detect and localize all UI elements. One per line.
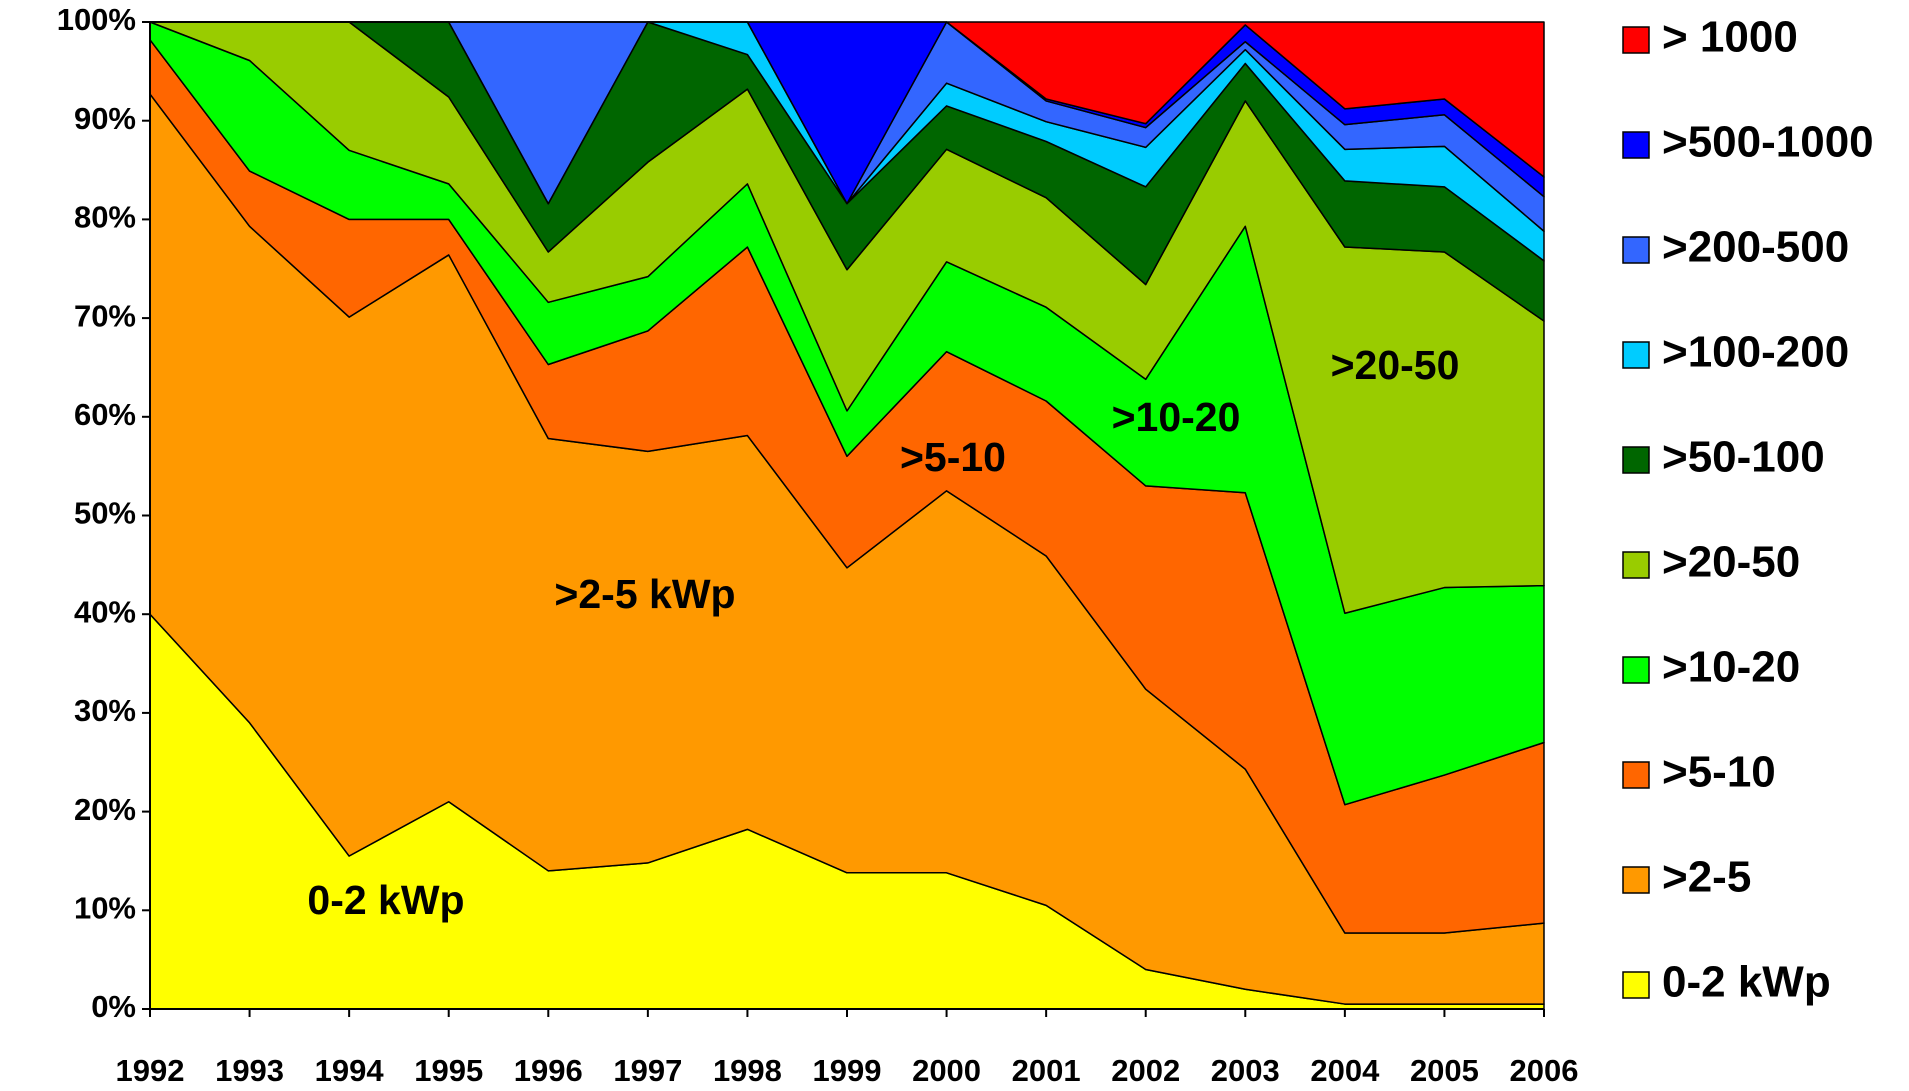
legend-swatch <box>1622 971 1650 999</box>
legend-label: >100-200 <box>1662 328 1849 377</box>
y-tick-label: 20% <box>74 792 136 827</box>
legend-label: 0-2 kWp <box>1662 958 1831 1007</box>
legend-swatch <box>1622 131 1650 159</box>
annotation: >10-20 <box>1112 394 1241 440</box>
x-tick-label: 2006 <box>1510 1053 1579 1088</box>
x-tick-label: 2005 <box>1410 1053 1479 1088</box>
x-tick-label: 2001 <box>1012 1053 1081 1088</box>
y-tick-label: 90% <box>74 101 136 136</box>
x-tick-label: 2002 <box>1111 1053 1180 1088</box>
y-tick-label: 50% <box>74 496 136 531</box>
x-tick-label: 1996 <box>514 1053 583 1088</box>
legend-label: > 1000 <box>1662 13 1798 62</box>
annotation: 0-2 kWp <box>307 877 464 923</box>
x-tick-label: 1993 <box>215 1053 284 1088</box>
x-tick-label: 1995 <box>414 1053 483 1088</box>
annotation: >20-50 <box>1331 342 1460 388</box>
annotation: >5-10 <box>900 434 1006 480</box>
legend-label: >2-5 <box>1662 853 1751 902</box>
y-tick-label: 100% <box>57 2 136 37</box>
x-tick-label: 2004 <box>1310 1053 1380 1088</box>
y-tick-label: 10% <box>74 890 136 925</box>
x-tick-label: 2003 <box>1211 1053 1280 1088</box>
legend-label: >500-1000 <box>1662 118 1874 167</box>
legend-label: >50-100 <box>1662 433 1825 482</box>
x-tick-label: 1999 <box>813 1053 882 1088</box>
legend-swatch <box>1622 866 1650 894</box>
area <box>149 21 1545 178</box>
y-tick-label: 60% <box>74 397 136 432</box>
legend-swatch <box>1622 446 1650 474</box>
legend-swatch <box>1622 341 1650 369</box>
legend-swatch <box>1622 26 1650 54</box>
legend-label: >200-500 <box>1662 223 1849 272</box>
y-tick-label: 80% <box>74 200 136 235</box>
y-tick-label: 40% <box>74 594 136 629</box>
legend-swatch <box>1622 236 1650 264</box>
y-tick-label: 70% <box>74 298 136 333</box>
x-tick-label: 1992 <box>116 1053 185 1088</box>
x-tick-label: 2000 <box>912 1053 981 1088</box>
legend-swatch <box>1622 761 1650 789</box>
legend-label: >10-20 <box>1662 643 1800 692</box>
legend-swatch <box>1622 656 1650 684</box>
x-tick-label: 1998 <box>713 1053 782 1088</box>
legend-label: >20-50 <box>1662 538 1800 587</box>
x-tick-label: 1997 <box>613 1053 682 1088</box>
y-tick-label: 0% <box>91 989 136 1024</box>
y-tick-label: 30% <box>74 693 136 728</box>
x-tick-label: 1994 <box>315 1053 385 1088</box>
annotation: >2-5 kWp <box>554 571 735 617</box>
legend-label: >5-10 <box>1662 748 1776 797</box>
legend-swatch <box>1622 551 1650 579</box>
